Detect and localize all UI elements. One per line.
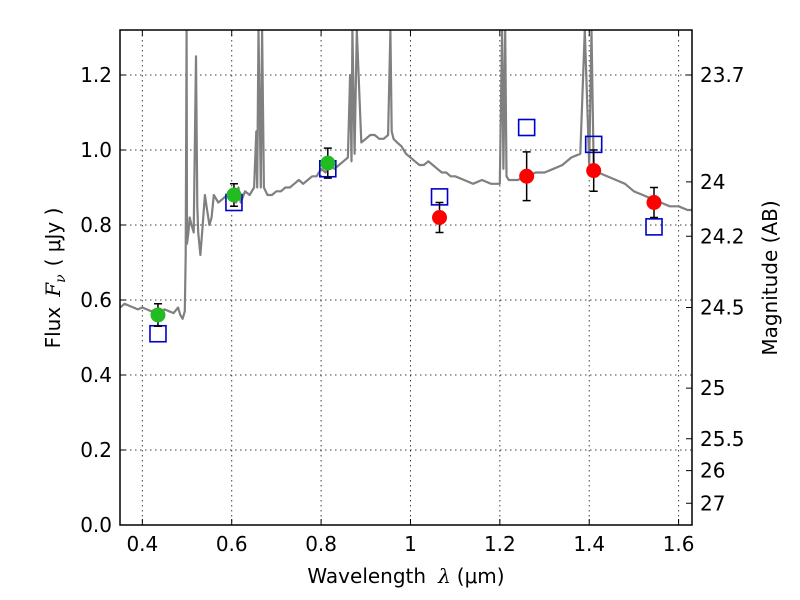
x-tick-label: 1.4 — [573, 532, 605, 556]
observed-photometry-point — [432, 210, 448, 225]
observed-photometry-point — [519, 168, 535, 184]
observed-photometry-point — [320, 155, 336, 171]
observed-photometry-point — [646, 195, 662, 210]
x-tick-label: 1.2 — [484, 532, 516, 556]
y-tick-label: 0.4 — [80, 363, 112, 387]
plot-frame — [119, 29, 693, 526]
right-tick-label: 25.5 — [700, 427, 745, 451]
right-tick-label: 25 — [700, 376, 725, 400]
y-tick-label: 0.8 — [80, 213, 112, 237]
right-tick-label: 24 — [700, 170, 725, 194]
observed-photometry-point — [150, 307, 166, 323]
model-photometry-point — [149, 324, 167, 343]
y-tick-label: 0.6 — [80, 288, 112, 312]
y-tick-label: 1.0 — [80, 138, 112, 162]
x-tick-label: 0.4 — [126, 532, 158, 556]
grid-lines — [120, 30, 692, 526]
right-tick-label: 27 — [700, 491, 725, 515]
observed-photometry-point — [586, 163, 602, 179]
y-tick-label: 1.2 — [80, 63, 112, 87]
axis-ticks: 0.4 0.6 0.8 1 1.2 1.4 1.6 0.0 0.2 0.4 0.6 0.8 1.0 1.2… — [80, 30, 745, 556]
right-tick-label: 26 — [700, 459, 725, 483]
spectrum-line — [120, 30, 692, 320]
observed-photometry-point — [226, 187, 242, 203]
y-axis-label: FluxFν( μJy ) — [41, 208, 69, 349]
right-tick-label: 23.7 — [700, 63, 745, 87]
x-tick-label: 1 — [404, 532, 417, 556]
model-photometry-point — [645, 218, 663, 236]
x-tick-label: 0.6 — [216, 532, 248, 556]
data-series — [120, 30, 692, 343]
x-tick-label: 1.6 — [663, 532, 695, 556]
x-tick-label: 0.8 — [305, 532, 337, 556]
right-tick-label: 24.2 — [700, 224, 745, 248]
model-photometry-point — [517, 118, 536, 137]
right-tick-label: 24.5 — [700, 296, 745, 320]
y-tick-label: 0.0 — [80, 513, 112, 537]
y-tick-label: 0.2 — [80, 438, 112, 462]
x-axis-label: Wavelength λ (μm) — [307, 564, 504, 588]
right-axis-label: Magnitude (AB) — [758, 200, 782, 355]
